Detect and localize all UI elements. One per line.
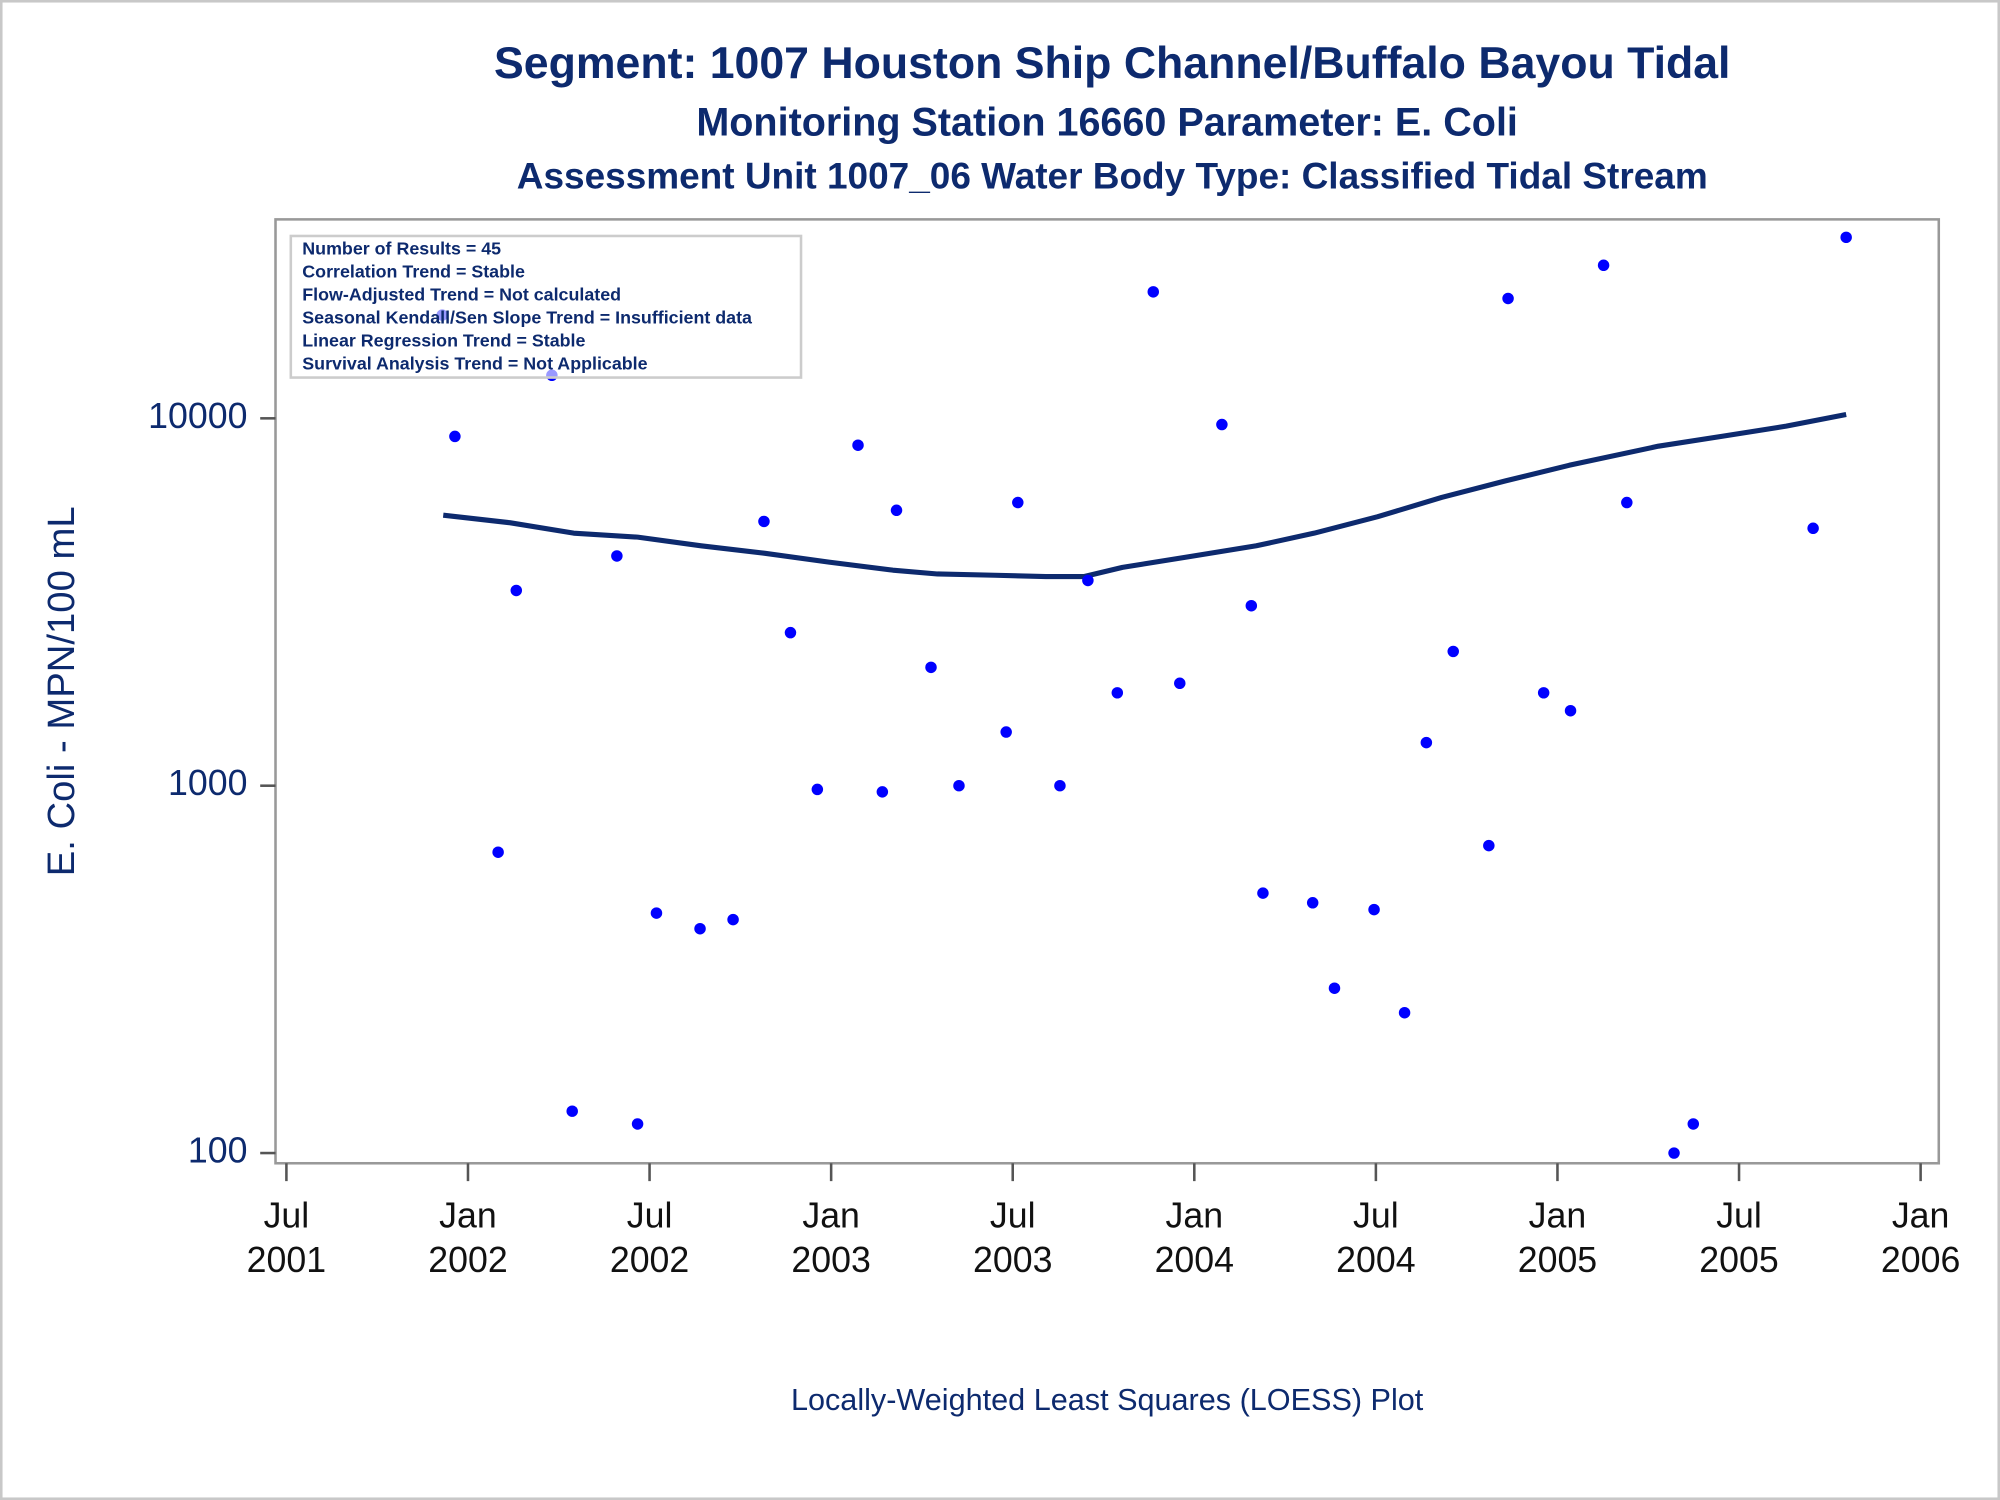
y-tick-label: 10000 — [148, 396, 247, 436]
x-tick-label: 2003 — [973, 1240, 1052, 1280]
data-point — [1111, 687, 1124, 699]
data-point — [1012, 496, 1024, 509]
data-point — [727, 913, 739, 926]
x-tick-label: 2001 — [247, 1240, 326, 1280]
data-point — [492, 846, 504, 858]
chart-subtitle: Monitoring Station 16660 Parameter: E. C… — [696, 100, 1518, 144]
y-axis-label: E. Coli - MPN/100 mL — [40, 506, 83, 876]
data-point — [1054, 779, 1066, 792]
data-point — [1082, 574, 1094, 587]
data-point — [1597, 259, 1610, 272]
data-point — [1502, 292, 1514, 305]
data-point — [1621, 496, 1633, 509]
x-tick-label: 2004 — [1336, 1240, 1415, 1280]
stats-line: Flow-Adjusted Trend = Not calculated — [302, 285, 621, 305]
data-point — [784, 626, 797, 639]
stats-text: Number of Results = 45 Correlation Trend … — [302, 239, 753, 374]
footer: Locally-Weighted Least Squares (LOESS) P… — [791, 1383, 1424, 1417]
data-point — [1000, 726, 1012, 738]
x-tick-label: 2005 — [1699, 1240, 1778, 1280]
stats-line: Correlation Trend = Stable — [302, 262, 525, 282]
data-point — [758, 515, 770, 528]
x-tick-label: Jul — [1353, 1196, 1399, 1236]
x-tick-label: 2005 — [1518, 1240, 1597, 1280]
stats-line: Number of Results = 45 — [302, 239, 501, 259]
data-point — [1483, 839, 1495, 852]
chart-subtitle: Assessment Unit 1007_06 Water Body Type:… — [517, 155, 1708, 196]
data-point — [890, 504, 903, 517]
x-tick-label: 2002 — [428, 1240, 507, 1280]
x-tick-label: 2002 — [610, 1240, 689, 1280]
x-tick-label: Jul — [1716, 1196, 1762, 1236]
x-tick-label: 2004 — [1155, 1240, 1234, 1280]
data-point — [631, 1118, 644, 1130]
data-point — [811, 783, 824, 796]
x-tick-label: Jan — [1166, 1196, 1224, 1236]
plot-frame — [274, 218, 1941, 1165]
chart-title: Segment: 1007 Houston Ship Channel/Buffa… — [494, 39, 1730, 88]
x-tick-label: Jul — [627, 1196, 673, 1236]
data-point — [1174, 677, 1186, 690]
y-tick-label: 100 — [188, 1130, 248, 1170]
data-point — [1840, 231, 1852, 244]
x-tick-label: Jul — [264, 1196, 310, 1236]
data-point — [1216, 418, 1228, 431]
data-point — [1447, 645, 1459, 658]
data-point — [1564, 704, 1577, 717]
data-point — [1687, 1118, 1700, 1130]
data-point — [1668, 1147, 1680, 1159]
trend-line — [442, 412, 1847, 580]
x-tick-label: Jan — [439, 1196, 497, 1236]
data-point — [953, 779, 965, 792]
data-point — [1257, 887, 1269, 899]
data-point — [611, 550, 623, 562]
data-point — [449, 430, 461, 443]
data-point — [566, 1105, 578, 1117]
stats-line: Linear Regression Trend = Stable — [302, 331, 585, 351]
stats-line: Seasonal Kendall/Sen Slope Trend = Insuf… — [302, 308, 753, 328]
data-point — [694, 922, 706, 935]
data-point — [1306, 897, 1319, 909]
x-tick-label: Jan — [1892, 1196, 1950, 1236]
x-tick-label: Jan — [802, 1196, 860, 1236]
x-tick-label: Jan — [1529, 1196, 1587, 1236]
x-tick-label: 2003 — [791, 1240, 870, 1280]
data-point — [852, 439, 864, 451]
data-point — [876, 786, 889, 798]
y-tick-label: 1000 — [168, 763, 247, 803]
data-point — [1420, 736, 1433, 749]
data-point — [510, 584, 523, 597]
stats-box — [289, 234, 803, 379]
data-point — [1245, 599, 1258, 612]
x-tick-label: 2006 — [1881, 1240, 1960, 1280]
data-point — [1328, 982, 1341, 994]
data-point — [925, 661, 937, 674]
x-tick-label: Jul — [990, 1196, 1036, 1236]
plot — [436, 231, 1852, 1159]
data-point — [1807, 522, 1819, 535]
data-point — [1537, 687, 1550, 699]
data-point — [1368, 903, 1380, 916]
data-point — [650, 907, 663, 919]
data-point — [1147, 286, 1160, 298]
stats-line: Survival Analysis Trend = Not Applicable — [302, 354, 647, 374]
data-point — [1398, 1006, 1411, 1019]
